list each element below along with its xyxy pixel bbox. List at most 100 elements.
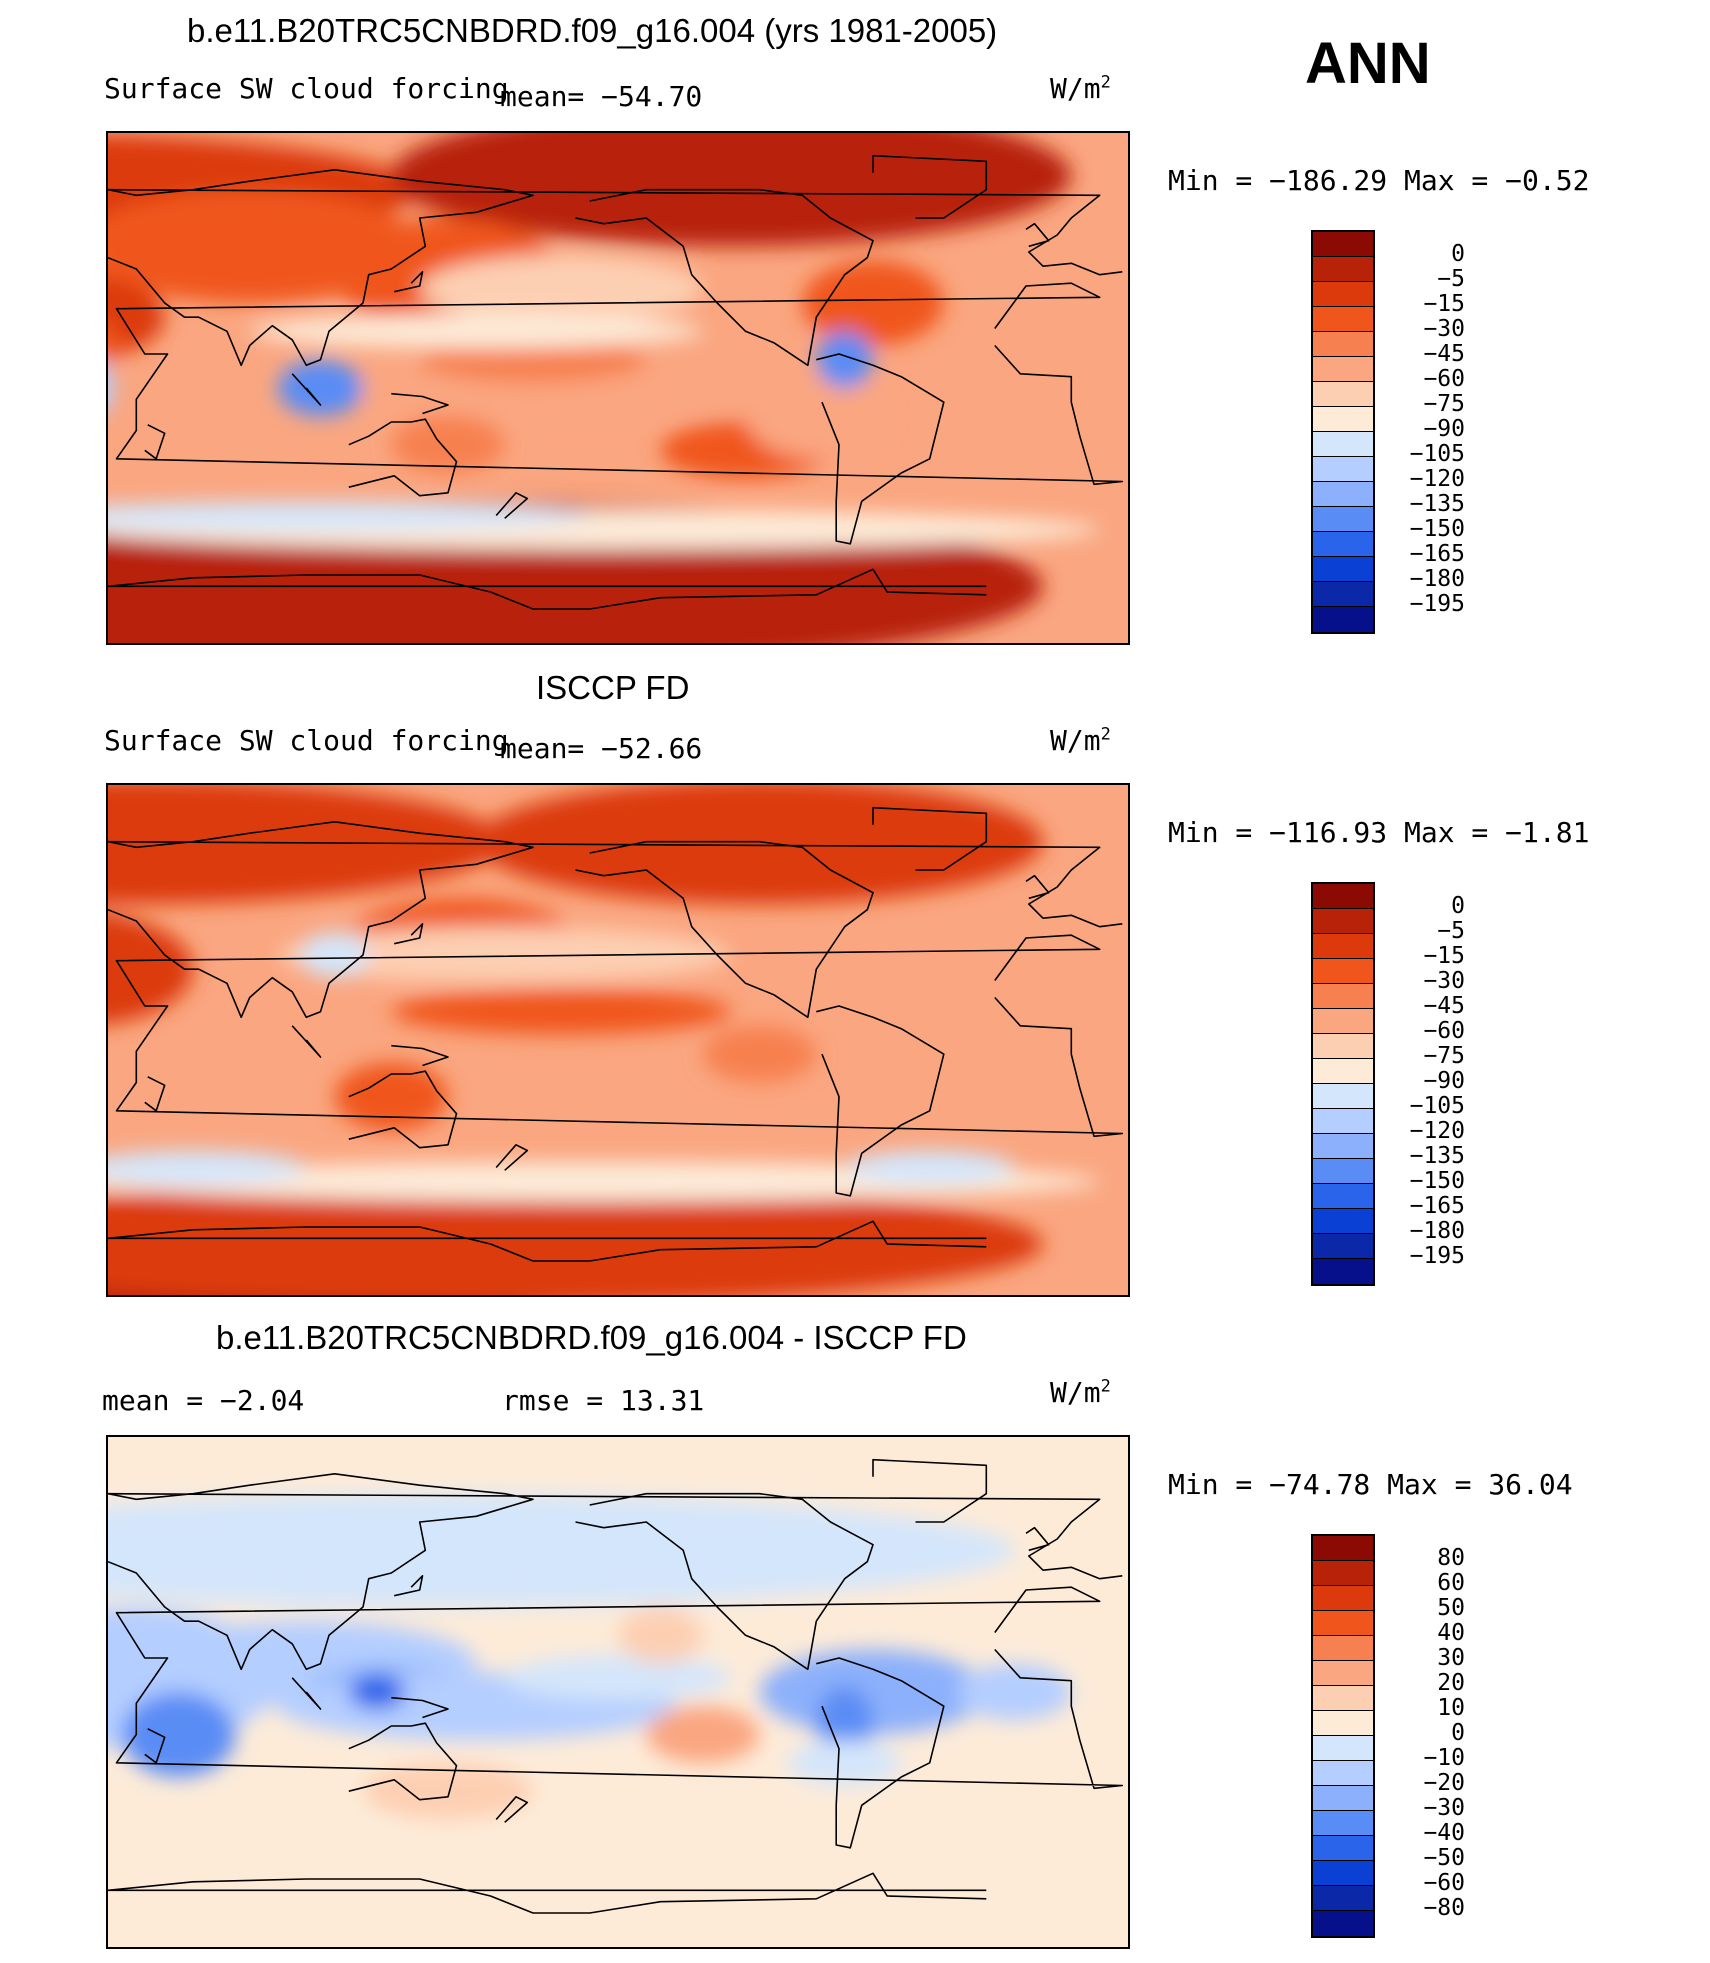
- colorbar-swatch: [1313, 1234, 1373, 1259]
- colorbar-label: −135: [1409, 491, 1465, 517]
- panel-1-colorbar: [1311, 230, 1375, 634]
- panel-3-rmse: rmse = 13.31: [502, 1384, 705, 1417]
- colorbar-label: −40: [1423, 1820, 1465, 1846]
- panel-3-mean: mean = −2.04: [102, 1384, 305, 1417]
- colorbar-swatch: [1313, 1536, 1373, 1561]
- coastline: [816, 353, 945, 545]
- panel-1-colorbar-labels: 0 −5 −15 −30 −45 −60 −75 −90 −105 −120 −135 −150 −16…: [1385, 230, 1465, 630]
- field-region: [646, 1706, 760, 1763]
- colorbar-label: −60: [1423, 1870, 1465, 1896]
- field-region: [504, 1655, 732, 1701]
- colorbar-label: 0: [1451, 893, 1465, 919]
- colorbar-label: −5: [1437, 918, 1465, 944]
- colorbar-label: −90: [1423, 1068, 1465, 1094]
- colorbar-label: −105: [1409, 1093, 1465, 1119]
- coastline: [1025, 1526, 1050, 1552]
- coastline: [1025, 874, 1050, 900]
- panel-1-minmax: Min = −186.29 Max = −0.52: [1168, 164, 1590, 197]
- panel-2-unit: W/m2: [1050, 724, 1111, 757]
- coastline: [391, 392, 449, 415]
- colorbar-swatch: [1313, 1811, 1373, 1836]
- colorbar-swatch: [1313, 984, 1373, 1009]
- colorbar-swatch: [1313, 457, 1373, 482]
- coastline: [495, 1143, 529, 1171]
- field-region: [348, 1675, 406, 1709]
- field-region: [816, 1686, 874, 1755]
- colorbar-swatch: [1313, 1686, 1373, 1711]
- colorbar-swatch: [1313, 582, 1373, 607]
- colorbar-label: −15: [1423, 943, 1465, 969]
- field-region: [108, 785, 505, 904]
- coastline: [108, 820, 1123, 1019]
- colorbar-swatch: [1313, 1184, 1373, 1209]
- colorbar-label: −60: [1423, 366, 1465, 392]
- panel-3-colorbar: [1311, 1534, 1375, 1938]
- colorbar-label: −80: [1423, 1895, 1465, 1921]
- coastline: [816, 1005, 945, 1197]
- panel-3-title: b.e11.B20TRC5CNBDRD.f09_g16.004 - ISCCP …: [216, 1319, 967, 1356]
- colorbar-swatch: [1313, 382, 1373, 407]
- colorbar-label: −105: [1409, 441, 1465, 467]
- colorbar-swatch: [1313, 1761, 1373, 1786]
- coastline: [108, 1872, 987, 1914]
- colorbar-swatch: [1313, 332, 1373, 357]
- coastline: [291, 1025, 322, 1058]
- map-svg: [108, 1437, 1128, 1947]
- coastline: [348, 1070, 458, 1149]
- field-region: [745, 373, 888, 459]
- panel-1-title: b.e11.B20TRC5CNBDRD.f09_g16.004 (yrs 198…: [187, 12, 998, 49]
- colorbar-swatch: [1313, 1561, 1373, 1586]
- colorbar-label: −180: [1409, 566, 1465, 592]
- coastline: [872, 154, 988, 219]
- colorbar-swatch: [1313, 307, 1373, 332]
- field-region: [816, 331, 874, 388]
- colorbar-label: −75: [1423, 391, 1465, 417]
- coastline: [291, 373, 322, 406]
- field-region: [618, 1607, 703, 1664]
- colorbar-label: 30: [1437, 1645, 1465, 1671]
- coastline: [391, 1044, 449, 1067]
- colorbar-label: 50: [1437, 1595, 1465, 1621]
- colorbar-label: −30: [1423, 1795, 1465, 1821]
- panel-1-variable: Surface SW cloud forcing: [104, 72, 509, 105]
- field-region: [278, 359, 363, 417]
- panel-2-variable: Surface SW cloud forcing: [104, 724, 509, 757]
- colorbar-label: −45: [1423, 993, 1465, 1019]
- colorbar-swatch: [1313, 407, 1373, 432]
- coastline: [115, 934, 1124, 1138]
- colorbar-label: 60: [1437, 1570, 1465, 1596]
- map-svg: [108, 785, 1128, 1295]
- colorbar-swatch: [1313, 432, 1373, 457]
- colorbar-label: −75: [1423, 1043, 1465, 1069]
- colorbar-swatch: [1313, 482, 1373, 507]
- colorbar-swatch: [1313, 1736, 1373, 1761]
- coastline: [291, 1677, 322, 1710]
- field-region: [108, 501, 590, 530]
- field-region: [300, 932, 369, 978]
- colorbar-swatch: [1313, 1109, 1373, 1134]
- colorbar-label: −60: [1423, 1018, 1465, 1044]
- colorbar-label: −50: [1423, 1845, 1465, 1871]
- colorbar-swatch: [1313, 1586, 1373, 1611]
- colorbar-swatch: [1313, 1159, 1373, 1184]
- field-region: [759, 1649, 987, 1735]
- panel-2-title: ISCCP FD: [536, 669, 690, 706]
- coastline: [394, 923, 424, 945]
- panel-3-minmax: Min = −74.78 Max = 36.04: [1168, 1468, 1573, 1501]
- colorbar-label: −5: [1437, 266, 1465, 292]
- colorbar-swatch: [1313, 1786, 1373, 1811]
- colorbar-label: −165: [1409, 1193, 1465, 1219]
- field-region: [802, 260, 944, 346]
- field-region: [108, 369, 114, 407]
- coastline: [391, 1696, 449, 1719]
- coastline: [115, 282, 1124, 486]
- panel-2-colorbar-labels: 0 −5 −15 −30 −45 −60 −75 −90 −105 −120 −135 −150 −16…: [1385, 882, 1465, 1282]
- colorbar-label: −30: [1423, 968, 1465, 994]
- field-region: [958, 1663, 1072, 1721]
- coastline: [108, 1472, 1123, 1671]
- colorbar-swatch: [1313, 1711, 1373, 1736]
- colorbar-label: −195: [1409, 1243, 1465, 1269]
- panel-2-mean: mean= −52.66: [500, 732, 703, 765]
- coastline: [872, 806, 988, 871]
- field-region: [419, 337, 647, 383]
